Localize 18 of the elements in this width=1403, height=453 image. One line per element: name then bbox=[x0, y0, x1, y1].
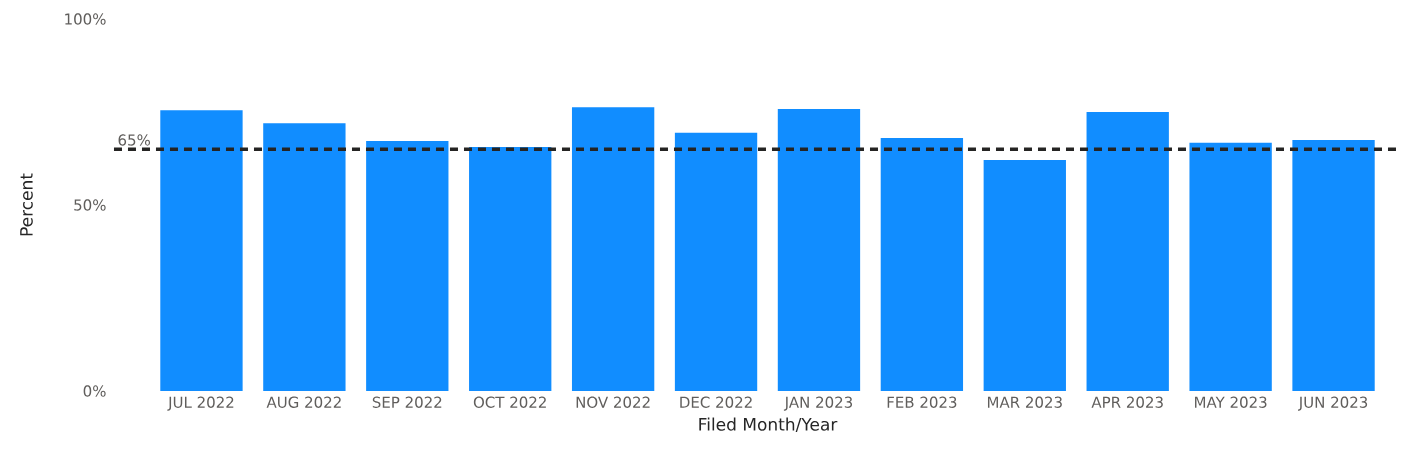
x-tick-label: NOV 2022 bbox=[576, 396, 650, 408]
x-tick-label: FEB 2023 bbox=[887, 396, 957, 408]
x-tick-label: MAY 2023 bbox=[1195, 396, 1267, 408]
y-tick-label: 50% bbox=[74, 199, 106, 211]
x-tick-label: JUN 2023 bbox=[1297, 396, 1368, 411]
x-tick-label: JUL 2022 bbox=[167, 396, 234, 411]
x-axis-title: Filed Month/Year bbox=[699, 417, 838, 433]
x-tick-label: OCT 2022 bbox=[473, 396, 546, 408]
ref-line-label: 65% bbox=[118, 134, 151, 146]
x-tick-label: JAN 2023 bbox=[783, 396, 853, 411]
y-tick-label: 100% bbox=[65, 13, 106, 25]
x-tick-label: DEC 2022 bbox=[680, 396, 752, 408]
x-tick-label: APR 2023 bbox=[1091, 396, 1163, 408]
y-tick-label: 0% bbox=[83, 385, 106, 397]
x-tick-label: SEP 2022 bbox=[372, 396, 442, 408]
y-axis-title: Percent bbox=[20, 173, 33, 236]
x-tick-label: MAR 2023 bbox=[987, 396, 1062, 408]
x-tick-label: AUG 2022 bbox=[266, 396, 341, 408]
